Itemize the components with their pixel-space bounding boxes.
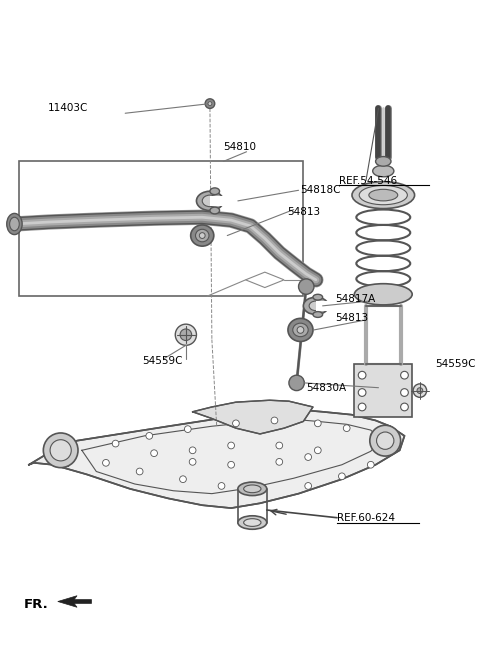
Bar	[354, 363, 412, 417]
Polygon shape	[192, 400, 313, 434]
Text: 54813: 54813	[287, 207, 320, 217]
Ellipse shape	[244, 519, 261, 526]
Ellipse shape	[309, 301, 323, 311]
Circle shape	[151, 450, 157, 457]
Circle shape	[276, 459, 283, 465]
Circle shape	[401, 403, 408, 411]
Circle shape	[43, 433, 78, 468]
Circle shape	[401, 371, 408, 379]
Ellipse shape	[372, 165, 394, 177]
Circle shape	[370, 425, 401, 456]
Ellipse shape	[293, 323, 308, 337]
Bar	[316, 301, 331, 311]
Circle shape	[205, 99, 215, 108]
Circle shape	[180, 329, 192, 340]
Polygon shape	[58, 596, 92, 607]
Ellipse shape	[196, 192, 223, 211]
Ellipse shape	[210, 188, 219, 195]
Circle shape	[112, 440, 119, 447]
Bar	[210, 196, 225, 206]
Ellipse shape	[238, 516, 267, 529]
Circle shape	[305, 483, 312, 489]
Ellipse shape	[352, 182, 415, 209]
Circle shape	[358, 388, 366, 396]
Ellipse shape	[199, 233, 205, 238]
Circle shape	[228, 442, 235, 449]
Text: 54559C: 54559C	[435, 359, 476, 369]
Circle shape	[289, 375, 304, 390]
Ellipse shape	[202, 195, 217, 207]
Bar	[19, 161, 303, 297]
Text: 54813: 54813	[335, 314, 368, 323]
Ellipse shape	[195, 230, 209, 242]
Circle shape	[401, 388, 408, 396]
Circle shape	[136, 468, 143, 475]
Text: FR.: FR.	[24, 598, 49, 611]
Circle shape	[184, 426, 191, 432]
Circle shape	[413, 384, 427, 398]
Circle shape	[180, 476, 186, 483]
Circle shape	[367, 461, 374, 468]
Ellipse shape	[303, 297, 328, 314]
Circle shape	[338, 473, 345, 480]
Ellipse shape	[313, 312, 323, 318]
Circle shape	[358, 403, 366, 411]
Ellipse shape	[313, 295, 323, 300]
Circle shape	[208, 102, 212, 106]
Circle shape	[218, 483, 225, 489]
Ellipse shape	[244, 485, 261, 493]
Ellipse shape	[210, 207, 219, 214]
Text: REF.60-624: REF.60-624	[337, 513, 395, 523]
Bar	[53, 454, 68, 466]
Circle shape	[314, 447, 321, 454]
Text: 11403C: 11403C	[48, 104, 88, 113]
Circle shape	[358, 371, 366, 379]
Ellipse shape	[369, 190, 398, 201]
Ellipse shape	[354, 283, 412, 305]
Text: 54559C: 54559C	[143, 356, 183, 366]
Circle shape	[343, 425, 350, 432]
Circle shape	[305, 454, 312, 461]
Circle shape	[257, 487, 264, 494]
Circle shape	[314, 420, 321, 426]
Text: 54817A: 54817A	[335, 294, 375, 304]
Circle shape	[233, 420, 240, 426]
Circle shape	[276, 442, 283, 449]
Circle shape	[271, 417, 278, 424]
Circle shape	[175, 324, 196, 345]
Circle shape	[189, 459, 196, 465]
Circle shape	[50, 440, 71, 461]
Circle shape	[103, 459, 109, 466]
Text: 54810: 54810	[223, 142, 256, 152]
Circle shape	[417, 388, 423, 394]
Ellipse shape	[288, 318, 313, 342]
Circle shape	[189, 447, 196, 454]
Circle shape	[228, 461, 235, 468]
Text: 54818C: 54818C	[300, 185, 341, 195]
Ellipse shape	[10, 217, 19, 231]
Ellipse shape	[375, 157, 391, 166]
Circle shape	[146, 432, 153, 440]
Text: REF.54-546: REF.54-546	[339, 176, 397, 186]
Ellipse shape	[359, 186, 408, 205]
Circle shape	[370, 432, 377, 440]
Circle shape	[376, 432, 394, 449]
Ellipse shape	[297, 327, 304, 333]
Ellipse shape	[238, 482, 267, 495]
Circle shape	[299, 279, 314, 295]
Polygon shape	[29, 409, 405, 508]
Text: 54830A: 54830A	[306, 382, 347, 393]
Ellipse shape	[191, 225, 214, 246]
Ellipse shape	[7, 213, 22, 235]
